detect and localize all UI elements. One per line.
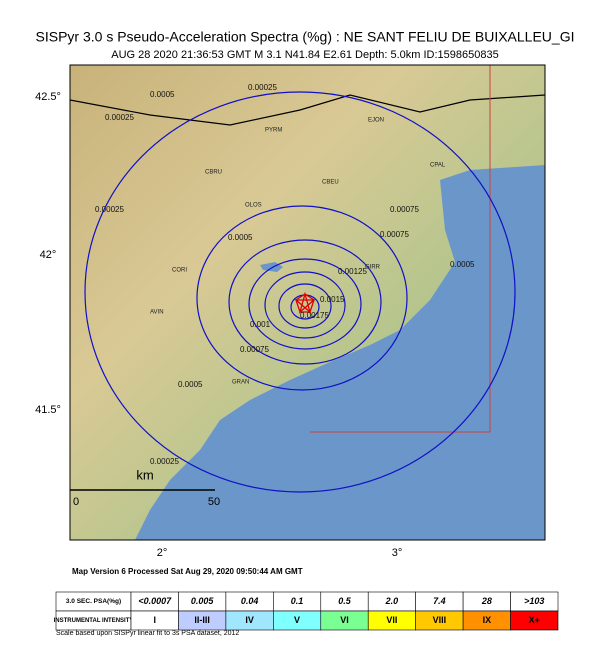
station-label: GIRR xyxy=(365,265,381,271)
psa-label: >103 xyxy=(524,596,544,606)
lat-label: 41.5° xyxy=(35,404,61,416)
boundary xyxy=(310,65,491,433)
legend: 3.0 SEC. PSA(%g) INSTRUMENTAL INTENSITY <0… xyxy=(54,591,559,631)
intensity-label: VI xyxy=(340,615,349,625)
station-label: EJON xyxy=(368,118,384,124)
intensity-label: VII xyxy=(386,615,397,625)
station-label: CPAL xyxy=(430,163,446,169)
border xyxy=(70,94,545,126)
contour-label: 0.00025 xyxy=(105,113,134,122)
title: SISPyr 3.0 s Pseudo-Acceleration Spectra… xyxy=(36,29,575,45)
lat-label: 42° xyxy=(40,249,57,261)
version-note: Map Version 6 Processed Sat Aug 29, 2020… xyxy=(72,567,303,576)
intensity-label: I xyxy=(153,615,156,625)
contour xyxy=(84,91,516,493)
map-area: 0.00025 0.00025 0.00025 0.00025 0.0005 0.0005… xyxy=(70,65,545,540)
intensity-label: II-III xyxy=(194,615,210,625)
contour-label: 0.0005 xyxy=(450,260,475,269)
station-label: GRAN xyxy=(232,380,249,386)
scale-unit: km xyxy=(136,467,153,482)
contour xyxy=(248,258,362,350)
lat-label: 42.5° xyxy=(35,91,61,103)
contour-label: 0.00175 xyxy=(300,311,329,320)
psa-label: 28 xyxy=(481,596,492,606)
caption: Scale based upon SISPyr linear fit to 3s… xyxy=(56,630,239,637)
legend-header: 3.0 SEC. PSA(%g) xyxy=(66,598,121,605)
lon-label: 3° xyxy=(392,547,403,559)
psa-label: 7.4 xyxy=(433,596,446,606)
station-label: CORI xyxy=(172,268,187,274)
station-label: AVIN xyxy=(150,310,164,316)
contour xyxy=(278,283,332,329)
contour-label: 0.0015 xyxy=(320,295,345,304)
station-label: CBRU xyxy=(205,170,222,176)
map-frame xyxy=(69,64,546,541)
psa-label: 0.005 xyxy=(191,596,215,606)
contour-label: 0.00125 xyxy=(338,267,367,276)
contour-label: 0.0005 xyxy=(228,233,253,242)
scale-start: 0 xyxy=(73,496,79,508)
psa-label: 0.04 xyxy=(241,596,259,606)
psa-label: <0.0007 xyxy=(138,596,172,606)
contour-label: 0.00025 xyxy=(150,457,179,466)
subtitle: AUG 28 2020 21:36:53 GMT M 3.1 N41.84 E2… xyxy=(111,49,499,61)
psa-label: 0.5 xyxy=(338,596,352,606)
scale-end: 50 xyxy=(208,496,220,508)
contour-label: 0.00025 xyxy=(248,83,277,92)
intensity-label: IV xyxy=(245,615,254,625)
contour-label: 0.0005 xyxy=(178,380,203,389)
contour xyxy=(196,205,408,391)
contour-label: 0.00025 xyxy=(95,205,124,214)
station-label: OLOS xyxy=(245,203,262,209)
psa-label: 2.0 xyxy=(385,596,399,606)
contour xyxy=(228,239,382,365)
intensity-label: V xyxy=(294,615,300,625)
station-label: CBEU xyxy=(322,180,339,186)
contour-label: 0.00075 xyxy=(240,345,269,354)
intensity-label: VIII xyxy=(433,615,447,625)
lon-label: 2° xyxy=(157,547,168,559)
epicenter xyxy=(294,291,316,314)
contour xyxy=(264,271,346,339)
contour-label: 0.00075 xyxy=(390,205,419,214)
contour-label: 0.0005 xyxy=(150,90,175,99)
contour-label: 0.001 xyxy=(250,320,271,329)
legend-color-cell xyxy=(510,610,559,631)
psa-label: 0.1 xyxy=(291,596,304,606)
intensity-label: IX xyxy=(483,615,492,625)
legend-header: INSTRUMENTAL INTENSITY xyxy=(54,618,134,624)
contour-label: 0.00075 xyxy=(380,230,409,239)
intensity-label: X+ xyxy=(529,615,540,625)
station-label: PYRM xyxy=(265,128,282,134)
